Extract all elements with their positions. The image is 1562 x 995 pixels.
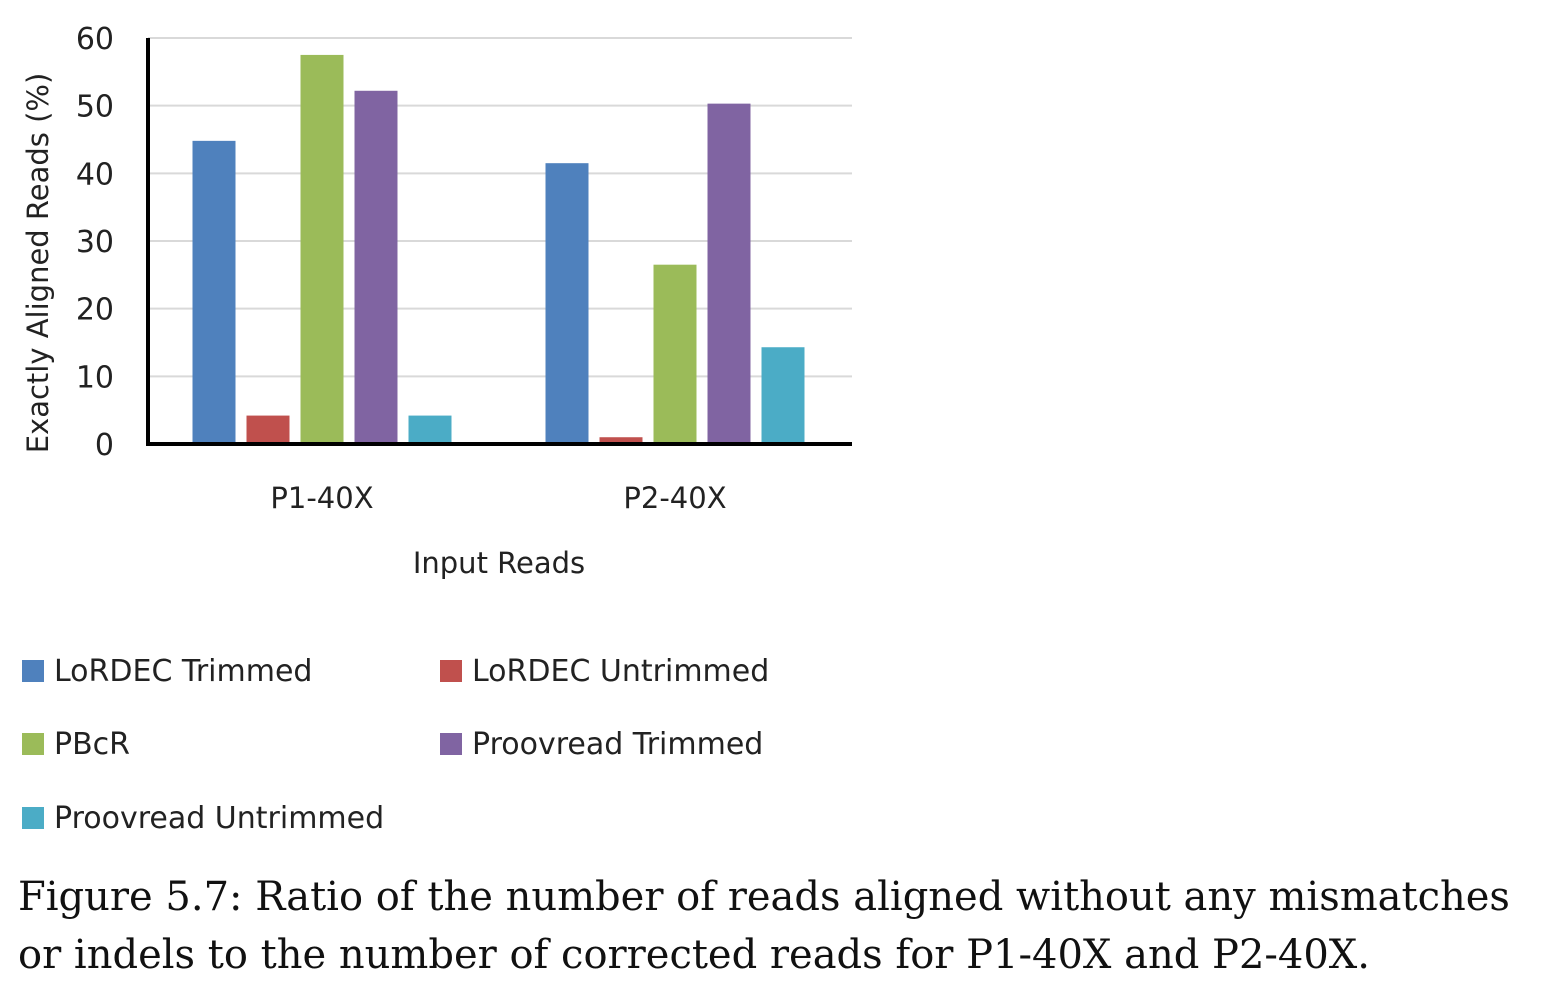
- legend-item: Proovread Trimmed: [440, 724, 763, 764]
- bar-pbcr-p1-40x: [300, 54, 344, 445]
- y-tick-label: 10: [76, 360, 114, 395]
- bar-proovread-untrimmed-p2-40x: [761, 347, 805, 444]
- legend-label: PBcR: [54, 726, 131, 762]
- bar-lordec-untrimmed-p2-40x: [599, 437, 643, 444]
- bar-lordec-trimmed-p1-40x: [192, 140, 236, 444]
- legend-swatch: [440, 733, 462, 755]
- legend-swatch: [22, 733, 44, 755]
- legend-label: Proovread Untrimmed: [54, 800, 385, 836]
- y-tick-label: 60: [76, 22, 114, 57]
- bar-pbcr-p2-40x: [653, 264, 697, 444]
- y-tick-label: 30: [76, 225, 114, 260]
- bar-proovread-untrimmed-p1-40x: [408, 415, 452, 444]
- bar-lordec-trimmed-p2-40x: [545, 163, 589, 444]
- bars: [192, 54, 805, 445]
- legend-swatch: [440, 660, 462, 682]
- x-axis-title: Input Reads: [413, 546, 585, 580]
- bar-proovread-trimmed-p1-40x: [354, 90, 398, 444]
- figure-caption: Figure 5.7: Ratio of the number of reads…: [18, 874, 1510, 978]
- legend-label: Proovread Trimmed: [472, 726, 764, 762]
- x-category-label: P1-40X: [270, 481, 373, 515]
- y-axis-title: Exactly Aligned Reads (%): [21, 73, 55, 454]
- x-category-labels: P1-40X P2-40X: [270, 481, 726, 515]
- legend-label: LoRDEC Trimmed: [54, 653, 313, 689]
- y-tick-label: 0: [95, 428, 114, 463]
- legend-swatch: [22, 807, 44, 829]
- legend-item: LoRDEC Trimmed: [22, 651, 312, 691]
- x-category-label: P2-40X: [623, 481, 726, 515]
- y-tick-label: 50: [76, 90, 114, 125]
- legend-label: LoRDEC Untrimmed: [472, 653, 770, 689]
- bar-proovread-trimmed-p2-40x: [707, 103, 751, 445]
- legend-item: LoRDEC Untrimmed: [440, 651, 769, 691]
- bar-chart: 0 10 20 30 40 50 60 P1-40X P2-40X Input Reads E…: [21, 22, 852, 580]
- legend-swatch: [22, 660, 44, 682]
- y-tick-label: 20: [76, 293, 114, 328]
- y-tick-labels: 0 10 20 30 40 50 60: [76, 22, 114, 463]
- legend-item: PBcR: [22, 724, 130, 764]
- legend-item: Proovread Untrimmed: [22, 798, 384, 838]
- y-tick-label: 40: [76, 157, 114, 192]
- axes: [146, 38, 852, 446]
- bar-lordec-untrimmed-p1-40x: [246, 415, 290, 444]
- legend: LoRDEC Trimmed LoRDEC Untrimmed PBcR Pro…: [22, 648, 842, 848]
